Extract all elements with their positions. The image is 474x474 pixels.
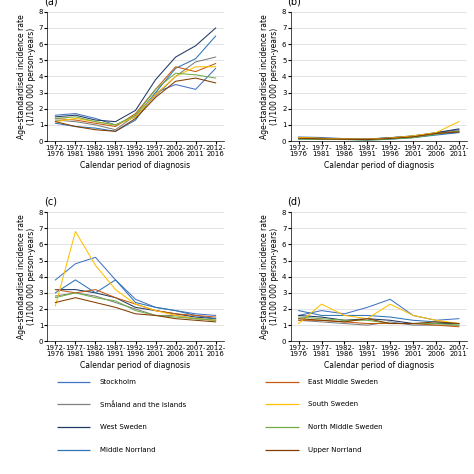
Text: West Sweden: West Sweden — [100, 424, 146, 430]
Text: Stockholm: Stockholm — [100, 379, 137, 384]
Text: (a): (a) — [44, 0, 57, 7]
Y-axis label: Age-standardised incidence rate
(1/100 000 person-years): Age-standardised incidence rate (1/100 0… — [260, 14, 279, 139]
Text: East Middle Sweden: East Middle Sweden — [308, 379, 378, 384]
Y-axis label: Age-standardised incidence rate
(1/100 000 person-years): Age-standardised incidence rate (1/100 0… — [17, 214, 36, 339]
X-axis label: Calendar period of diagnosis: Calendar period of diagnosis — [324, 361, 434, 370]
Y-axis label: Age-standardised incidence rate
(1/100 000 person-years): Age-standardised incidence rate (1/100 0… — [17, 14, 36, 139]
Text: (c): (c) — [44, 197, 57, 207]
Text: Småland and the islands: Småland and the islands — [100, 401, 186, 408]
Text: (d): (d) — [287, 197, 301, 207]
X-axis label: Calendar period of diagnosis: Calendar period of diagnosis — [81, 361, 191, 370]
X-axis label: Calendar period of diagnosis: Calendar period of diagnosis — [81, 161, 191, 170]
Text: (b): (b) — [287, 0, 301, 7]
X-axis label: Calendar period of diagnosis: Calendar period of diagnosis — [324, 161, 434, 170]
Text: North Middle Sweden: North Middle Sweden — [308, 424, 383, 430]
Text: Upper Norrland: Upper Norrland — [308, 447, 362, 453]
Text: Middle Norrland: Middle Norrland — [100, 447, 155, 453]
Y-axis label: Age-standardised incidence rate
(1/100 000 person-years): Age-standardised incidence rate (1/100 0… — [260, 214, 279, 339]
Text: South Sweden: South Sweden — [308, 401, 358, 407]
